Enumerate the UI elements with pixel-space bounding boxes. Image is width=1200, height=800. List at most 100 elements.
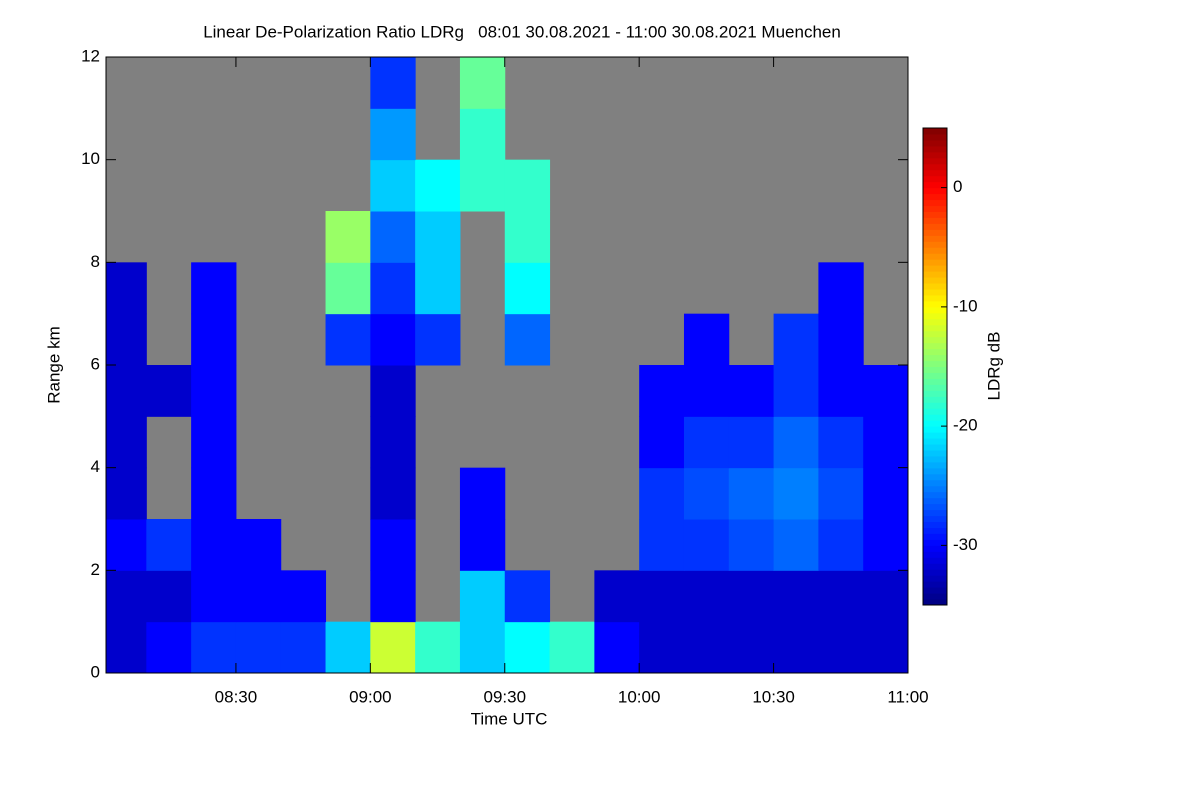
colorbar-segment xyxy=(923,515,947,523)
heatmap-cell xyxy=(639,365,685,417)
colorbar-segment xyxy=(923,175,947,183)
heatmap-cell xyxy=(818,262,864,315)
y-tick-label: 0 xyxy=(91,662,100,681)
heatmap-cell xyxy=(459,621,506,674)
x-tick-label: 09:00 xyxy=(349,687,392,706)
colorbar-segment xyxy=(923,157,947,165)
heatmap-cell xyxy=(818,365,864,417)
colorbar-segment xyxy=(923,151,947,159)
heatmap-cell xyxy=(106,621,147,674)
colorbar-tick-label: -10 xyxy=(953,296,978,315)
colorbar-segment xyxy=(923,181,947,189)
y-tick-label: 6 xyxy=(91,354,100,373)
y-tick-label: 12 xyxy=(81,46,100,65)
heatmap-cell xyxy=(773,467,819,520)
heatmap-cell xyxy=(370,519,416,571)
colorbar-segment xyxy=(923,318,947,326)
x-tick-label: 11:00 xyxy=(887,687,928,706)
heatmap-cell xyxy=(728,416,775,469)
heatmap-cell xyxy=(683,621,730,674)
colorbar-segment xyxy=(923,187,947,195)
colorbar-segment xyxy=(923,438,947,445)
colorbar-segment xyxy=(923,467,947,475)
heatmap-cell xyxy=(504,262,551,315)
heatmap-cell xyxy=(863,467,909,520)
colorbar-segment xyxy=(923,569,947,576)
heatmap-cell xyxy=(325,621,371,674)
colorbar-segment xyxy=(923,163,947,171)
heatmap-cell xyxy=(459,467,506,520)
colorbar-segment xyxy=(923,479,947,487)
heatmap-cell xyxy=(773,313,819,366)
heatmap-cell xyxy=(639,416,685,469)
heatmap-cell xyxy=(415,262,461,315)
heatmap-cell xyxy=(639,570,685,623)
colorbar-segment xyxy=(923,527,947,534)
heatmap-cell xyxy=(728,365,775,417)
heatmap-cell xyxy=(325,313,371,366)
heatmap-cell xyxy=(191,467,237,520)
colorbar-segment xyxy=(923,235,947,242)
heatmap-cell xyxy=(146,570,192,623)
colorbar-segment xyxy=(923,133,947,141)
heatmap-cell xyxy=(325,211,371,263)
colorbar-segment xyxy=(923,294,947,302)
heatmap-cell xyxy=(280,570,327,623)
heatmap-cell xyxy=(818,519,864,571)
colorbar-label: LDRg dB xyxy=(984,332,1003,401)
colorbar-segment xyxy=(923,521,947,528)
colorbar-segment xyxy=(923,366,947,373)
heatmap-cell xyxy=(683,467,730,520)
heatmap-cell xyxy=(773,416,819,469)
heatmap-cell xyxy=(191,262,237,315)
heatmap-cell xyxy=(773,621,819,674)
heatmap-cell xyxy=(370,570,416,623)
heatmap-cell xyxy=(370,57,416,109)
heatmap-cell xyxy=(594,621,640,674)
colorbar-segment xyxy=(923,217,947,224)
heatmap-cell xyxy=(191,365,237,417)
heatmap-cell xyxy=(146,519,192,571)
colorbar-segment xyxy=(923,384,947,391)
heatmap-cell xyxy=(728,570,775,623)
heatmap-cell xyxy=(106,467,147,520)
colorbar-segment xyxy=(923,491,947,499)
colorbar-segment xyxy=(923,390,947,397)
heatmap-cell xyxy=(863,416,909,469)
heatmap-cell xyxy=(235,570,282,623)
heatmap-cell xyxy=(191,313,237,366)
colorbar-segment xyxy=(923,360,947,367)
colorbar-segment xyxy=(923,205,947,212)
colorbar-segment xyxy=(923,372,947,379)
colorbar-segment xyxy=(923,223,947,230)
heatmap-cell xyxy=(683,416,730,469)
heatmap-cell xyxy=(370,211,416,263)
colorbar-segment xyxy=(923,312,947,320)
heatmap-cell xyxy=(683,313,730,366)
x-tick-label: 10:00 xyxy=(618,687,661,706)
heatmap-cell xyxy=(370,159,416,212)
heatmap-cell xyxy=(728,467,775,520)
heatmap-cell xyxy=(370,365,416,417)
colorbar-tick-label: 0 xyxy=(953,177,962,196)
heatmap-cell xyxy=(504,313,551,366)
colorbar-segment xyxy=(923,324,947,332)
heatmap-cell xyxy=(370,467,416,520)
heatmap-cell xyxy=(863,365,909,417)
heatmap-cell xyxy=(106,519,147,571)
heatmap-cell xyxy=(459,57,506,109)
colorbar-segment xyxy=(923,551,947,558)
heatmap-cell xyxy=(728,519,775,571)
colorbar-segment xyxy=(923,283,947,290)
heatmap-cell xyxy=(818,467,864,520)
heatmap-cell xyxy=(415,211,461,263)
heatmap-cell xyxy=(504,211,551,263)
heatmap-cell xyxy=(146,621,192,674)
heatmap-cell xyxy=(235,621,282,674)
colorbar-segment xyxy=(923,288,947,296)
y-tick-label: 2 xyxy=(91,560,100,579)
colorbar-segment xyxy=(923,444,947,451)
colorbar-segment xyxy=(923,259,947,266)
colorbar-segment xyxy=(923,587,947,594)
colorbar-segment xyxy=(923,420,947,427)
